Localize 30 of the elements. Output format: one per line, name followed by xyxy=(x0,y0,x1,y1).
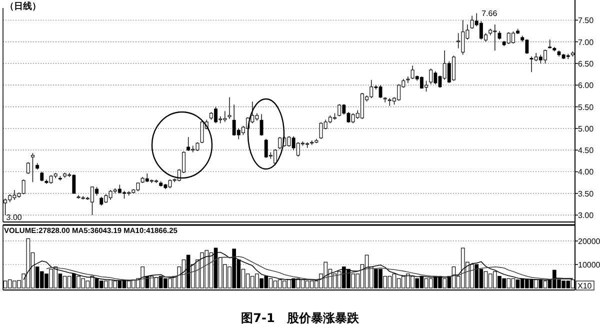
candlestick xyxy=(338,104,342,117)
candlestick xyxy=(40,171,44,182)
y-tick-label: 7.00 xyxy=(578,38,594,47)
chart-title: （日线） xyxy=(5,1,41,11)
annotation: 3.00 xyxy=(6,213,22,222)
candlestick xyxy=(22,179,26,195)
y-tick-label: 6.00 xyxy=(578,81,594,90)
y-tick-label: 6.50 xyxy=(578,59,594,68)
candlestick xyxy=(31,152,34,182)
candlestick xyxy=(186,136,190,152)
candlestick xyxy=(278,136,282,150)
candlestick xyxy=(456,32,460,49)
y-tick-label: 5.50 xyxy=(578,102,594,112)
candlestick xyxy=(260,114,264,136)
candlestick xyxy=(406,76,410,84)
y-tick-label: 10000 xyxy=(578,260,600,270)
y-tick-label: 7.50 xyxy=(578,16,594,26)
candlestick xyxy=(26,162,30,174)
y-tick-label: 3.00 xyxy=(578,211,594,220)
candlestick xyxy=(383,96,387,103)
text: X10 xyxy=(578,282,592,290)
y-tick-label: 4.00 xyxy=(578,168,594,177)
y-tick-label: 3.50 xyxy=(578,189,594,198)
caption: 图7-1 股价暴涨暴跌 xyxy=(241,311,360,325)
annotation: 7.66 xyxy=(482,9,498,18)
y-tick-label: 5.00 xyxy=(578,124,594,134)
y-tick-label: 4.50 xyxy=(578,146,594,156)
candlestick xyxy=(228,96,232,120)
y-tick-label: 20000 xyxy=(578,236,600,246)
candlestick xyxy=(429,68,433,85)
